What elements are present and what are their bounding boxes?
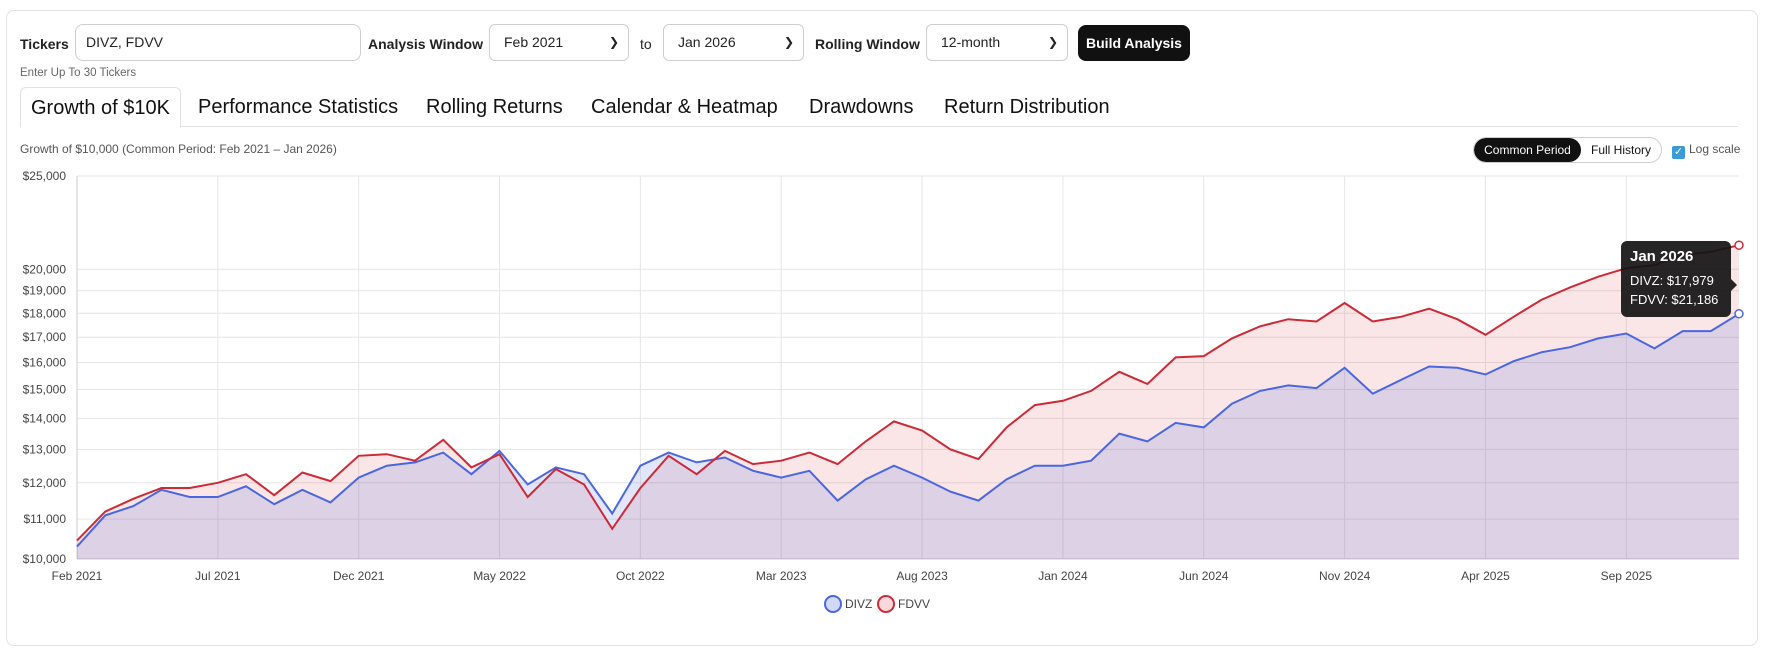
- y-tick-label: $15,000: [23, 383, 67, 397]
- x-axis-labels: Feb 2021 Jul 2021 Dec 2021 May 2022 Oct 2022…: [52, 569, 1653, 583]
- rolling-window-label: Rolling Window: [815, 36, 920, 52]
- y-tick-label: $10,000: [23, 552, 67, 566]
- full-history-button[interactable]: Full History: [1590, 143, 1651, 157]
- start-month-value: Feb 2021: [504, 34, 564, 50]
- tab-rolling-returns[interactable]: Rolling Returns: [426, 96, 563, 118]
- x-tick-label: Dec 2021: [333, 569, 385, 583]
- tickers-input[interactable]: DIVZ, FDVV: [75, 24, 361, 61]
- end-month-value: Jan 2026: [678, 34, 736, 50]
- y-tick-label: $14,000: [23, 411, 67, 425]
- x-tick-label: Jan 2024: [1038, 569, 1088, 583]
- tooltip-row-divz: DIVZ: $17,979: [1630, 273, 1714, 288]
- series-area-divz: [77, 313, 1739, 559]
- x-tick-label: Aug 2023: [896, 569, 948, 583]
- x-tick-label: Nov 2024: [1319, 569, 1371, 583]
- series-line-fdvv: [76, 244, 1740, 542]
- legend-swatch-fdvv: [877, 595, 895, 613]
- y-tick-label: $12,000: [23, 476, 67, 490]
- x-tick-label: Jul 2021: [195, 569, 241, 583]
- legend-label-divz: DIVZ: [845, 597, 872, 611]
- checkbox-checked-icon[interactable]: ✓: [1672, 146, 1685, 159]
- x-tick-label: Jun 2024: [1179, 569, 1229, 583]
- series-line-divz: [76, 312, 1740, 548]
- chart-grid: [76, 175, 1739, 560]
- end-month-select[interactable]: Jan 2026 ❯: [663, 24, 804, 61]
- period-toggle: Common Period Full History: [1473, 137, 1662, 163]
- chart-subtitle: Growth of $10,000 (Common Period: Feb 20…: [20, 142, 337, 156]
- rolling-window-value: 12-month: [941, 34, 1001, 50]
- hover-tooltip: Jan 2026 DIVZ: $17,979 FDVV: $21,186: [1621, 241, 1737, 317]
- tab-performance-statistics[interactable]: Performance Statistics: [198, 96, 399, 118]
- y-tick-label: $19,000: [23, 284, 67, 298]
- chart-legend: DIVZ FDVV: [824, 595, 930, 613]
- tickers-label: Tickers: [20, 36, 69, 52]
- y-tick-label: $13,000: [23, 442, 67, 456]
- y-tick-label: $20,000: [23, 262, 67, 276]
- series-area-fdvv: [77, 245, 1739, 559]
- x-tick-label: Sep 2025: [1601, 569, 1653, 583]
- tab-bar: Growth of $10K Performance Statistics Ro…: [20, 87, 1738, 128]
- tab-growth[interactable]: Growth of $10K: [20, 87, 181, 128]
- log-scale-label: Log scale: [1689, 142, 1741, 156]
- start-month-select[interactable]: Feb 2021 ❯: [489, 24, 629, 61]
- chart-lines: [76, 240, 1744, 548]
- legend-label-fdvv: FDVV: [898, 597, 930, 611]
- tab-calendar-heatmap[interactable]: Calendar & Heatmap: [591, 96, 778, 118]
- y-tick-label: $25,000: [23, 169, 67, 183]
- common-period-button[interactable]: Common Period: [1474, 138, 1581, 162]
- x-tick-label: Mar 2023: [756, 569, 807, 583]
- build-analysis-button[interactable]: Build Analysis: [1078, 25, 1190, 61]
- tooltip-row-fdvv: FDVV: $21,186: [1630, 292, 1719, 307]
- chevron-down-icon: ❯: [608, 35, 619, 49]
- tooltip-arrow: [1731, 279, 1737, 291]
- x-tick-label: Feb 2021: [52, 569, 103, 583]
- x-tick-label: Oct 2022: [616, 569, 665, 583]
- y-tick-label: $17,000: [23, 330, 67, 344]
- chevron-down-icon: ❯: [783, 35, 794, 49]
- tickers-hint: Enter Up To 30 Tickers: [20, 67, 137, 79]
- y-tick-label: $16,000: [23, 356, 67, 370]
- y-tick-label: $11,000: [24, 512, 67, 526]
- analysis-card: [6, 10, 1758, 646]
- tab-drawdowns[interactable]: Drawdowns: [809, 96, 914, 118]
- series-endpoint-fdvv: [1734, 240, 1744, 250]
- series-endpoint-divz: [1734, 309, 1744, 319]
- tooltip-title: Jan 2026: [1630, 248, 1694, 265]
- tab-return-distribution[interactable]: Return Distribution: [944, 96, 1110, 118]
- rolling-window-select[interactable]: 12-month ❯: [926, 24, 1068, 61]
- chevron-down-icon: ❯: [1047, 35, 1058, 49]
- y-axis-labels: $10,000 $11,000 $12,000 $13,000 $14,000 $15,0…: [23, 169, 67, 566]
- x-tick-label: Apr 2025: [1461, 569, 1510, 583]
- chart-areas: [77, 245, 1739, 559]
- log-scale-toggle[interactable]: ✓ Log scale: [1672, 140, 1740, 159]
- y-tick-label: $18,000: [23, 306, 67, 320]
- legend-swatch-divz: [824, 595, 842, 613]
- analysis-window-label: Analysis Window: [368, 36, 484, 52]
- x-tick-label: May 2022: [473, 569, 526, 583]
- to-label: to: [640, 36, 652, 52]
